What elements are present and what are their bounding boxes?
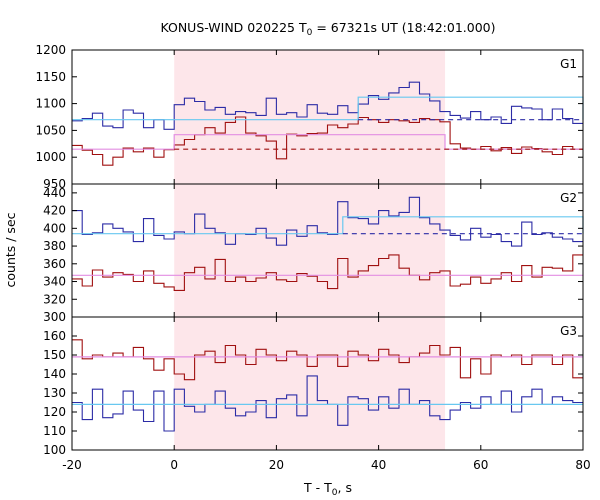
series-lower <box>72 339 583 381</box>
x-axis-label-main: T - T <box>303 480 332 495</box>
y-tick-label: 320 <box>43 292 66 306</box>
y-axis-label: counts / sec <box>3 212 18 287</box>
y-tick-label: 380 <box>43 239 66 253</box>
panel-g3: 100 110 120 130 140 150 160 G3 <box>43 316 584 457</box>
y-tick-label: 130 <box>43 386 66 400</box>
y-tick-label: 300 <box>43 310 66 324</box>
y-tick-label: 1100 <box>35 97 66 111</box>
x-tick-label: 60 <box>473 458 488 472</box>
y-tick-label: 420 <box>43 204 66 218</box>
y-tick-label: 360 <box>43 257 66 271</box>
y-tick-label: 110 <box>43 424 66 438</box>
y-tick-label: 1200 <box>35 43 66 57</box>
chart-title-rest: = 67321s UT (18:42:01.000) <box>312 20 495 35</box>
series-lower <box>72 116 583 166</box>
y-tick-label: 100 <box>43 443 66 457</box>
panel-label: G2 <box>560 191 577 205</box>
x-tick-label: 0 <box>170 458 178 472</box>
panel-frame <box>71 316 584 451</box>
x-tick-label: -20 <box>62 458 82 472</box>
y-tick-label: 1150 <box>35 70 66 84</box>
chart-title-subscript: 0 <box>307 28 313 38</box>
chart-title: KONUS-WIND 020225 T0 = 67321s UT (18:42:… <box>160 20 495 38</box>
y-tick-label: 1050 <box>35 123 66 137</box>
chart-title-main: KONUS-WIND 020225 T <box>160 20 306 35</box>
y-tick-label: 120 <box>43 405 66 419</box>
panel-g2: 300 320 340 360 380 400 420 440 G2 <box>43 183 584 324</box>
y-tick-label: 160 <box>43 329 66 343</box>
series-lower-fit <box>72 134 583 150</box>
y-tick-label: 150 <box>43 348 66 362</box>
x-tick-label: 20 <box>269 458 284 472</box>
y-tick-label: 400 <box>43 221 66 235</box>
panel-label: G3 <box>560 324 577 338</box>
source-interval-shade <box>174 50 446 450</box>
x-axis-label: T - T0, s <box>303 480 352 498</box>
y-tick-label: 340 <box>43 275 66 289</box>
y-tick-label: 950 <box>43 177 66 191</box>
y-tick-label: 1000 <box>35 150 66 164</box>
x-axis-label-subscript: 0 <box>332 488 338 498</box>
x-tick-label: 80 <box>575 458 590 472</box>
x-axis-label-rest: , s <box>338 480 352 495</box>
y-tick-label: 140 <box>43 367 66 381</box>
plot-area: 95010001050110011501200G1300320340360380… <box>35 43 590 472</box>
x-tick-label: 40 <box>371 458 386 472</box>
panel-label: G1 <box>560 57 577 71</box>
series-lower <box>72 254 583 291</box>
panel-g1: 950 1000 1050 1100 1150 1200 G1 <box>35 43 584 191</box>
y-tick-label: 440 <box>43 186 66 200</box>
